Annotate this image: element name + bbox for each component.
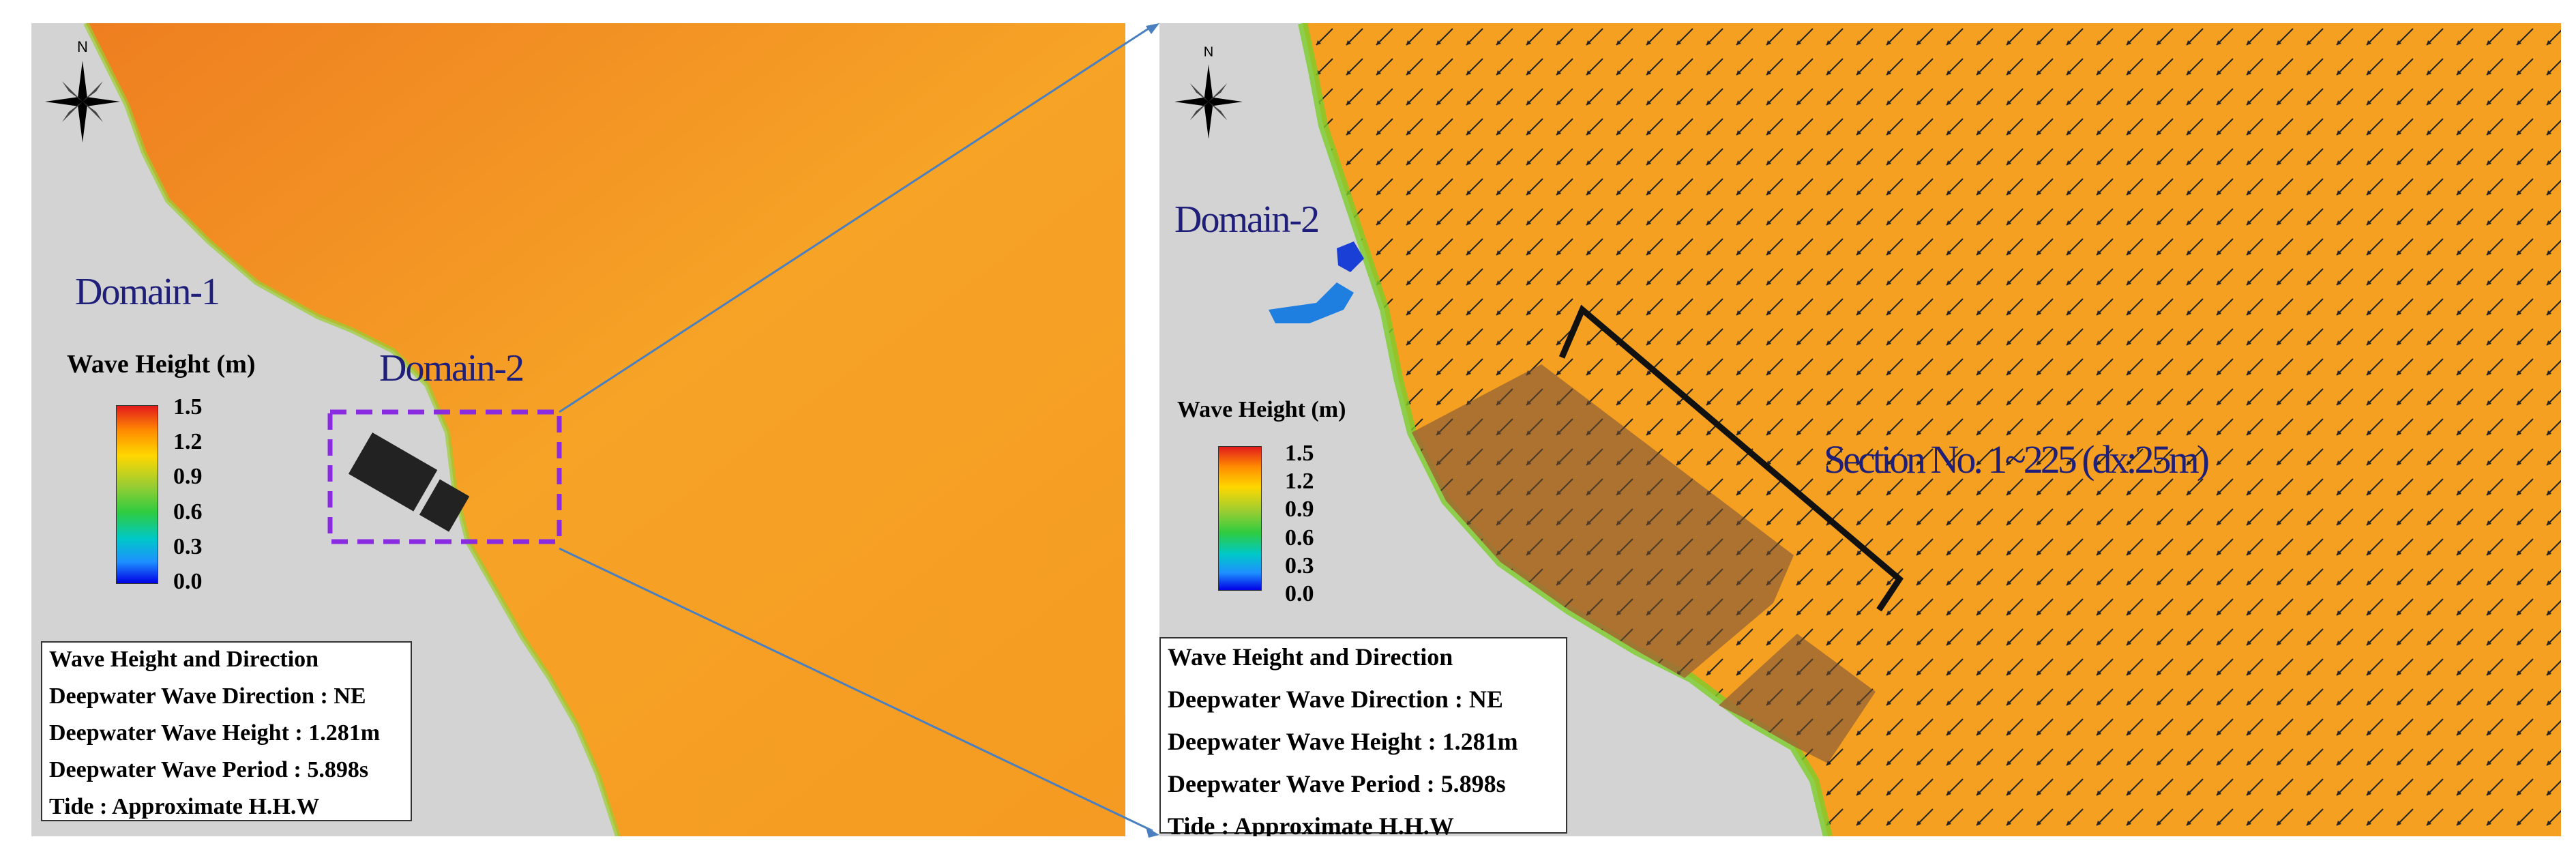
domain-2-inset-box (327, 409, 562, 544)
nearshore-grid-zone-2 (1719, 634, 1876, 763)
info-period: Deepwater Wave Period : 5.898s (1168, 770, 1506, 797)
zoom-line-bottom (559, 547, 1153, 832)
domain-2-harbor (1269, 241, 1364, 323)
legend-tick: 1.5 (1285, 441, 1314, 466)
wave-condition-info-box: Wave Height and Direction Deepwater Wave… (41, 641, 412, 821)
legend-title: Wave Height (m) (67, 350, 256, 379)
section-grid-marks (349, 432, 470, 532)
legend-title: Wave Height (m) (1177, 397, 1346, 422)
section-bracket (1558, 304, 1904, 612)
compass-rose-icon: N (1174, 45, 1243, 139)
compass-north-letter: N (1204, 45, 1213, 60)
nearshore-grid-zone-1 (1412, 364, 1794, 678)
info-direction: Deepwater Wave Direction : NE (49, 684, 366, 709)
legend-tick: 0.6 (173, 499, 203, 525)
domain-2-map-panel: N Domain-2 Section No. 1~225 (dx:25m) Wa… (1159, 23, 2561, 836)
domain-1-label: Domain-1 (75, 271, 220, 313)
info-period: Deepwater Wave Period : 5.898s (49, 757, 369, 782)
legend-ticks: 1.5 1.2 0.9 0.6 0.3 0.0 (173, 396, 203, 593)
section-range-label: Section No. 1~225 (dx:25m) (1824, 437, 2210, 482)
info-tide: Tide : Approximate H.H.W (1168, 812, 1454, 836)
legend-tick: 0.9 (1285, 497, 1314, 523)
legend-tick: 0.0 (1285, 581, 1314, 606)
legend-tick: 0.3 (1285, 553, 1314, 578)
info-title: Wave Height and Direction (49, 647, 319, 672)
legend-tick: 1.2 (1285, 469, 1314, 495)
legend-tick: 0.3 (173, 533, 203, 559)
legend-tick: 1.2 (173, 429, 203, 455)
domain-2-inset-label: Domain-2 (379, 347, 524, 390)
zoom-line-top (559, 25, 1153, 413)
legend-tick: 0.0 (173, 568, 203, 594)
legend-ticks: 1.5 1.2 0.9 0.6 0.3 0.0 (1285, 442, 1314, 606)
land-area (1159, 23, 1828, 836)
zoom-arrow-top (1146, 23, 1159, 34)
legend-color-bar (116, 405, 158, 584)
compass-north-letter: N (77, 38, 88, 55)
coast-fringe (83, 23, 621, 836)
info-title: Wave Height and Direction (1168, 643, 1453, 671)
zoom-arrow-bottom (1146, 827, 1159, 838)
domain-1-map-panel: N Domain-1 Domain-2 Wave Height (m) 1.5 … (31, 23, 1125, 836)
legend-color-bar (1218, 446, 1262, 591)
info-height: Deepwater Wave Height : 1.281m (49, 720, 381, 746)
legend-tick: 1.5 (173, 394, 203, 420)
compass-rose-icon: N (45, 38, 120, 143)
domain-2-label: Domain-2 (1174, 199, 1320, 241)
land-area (31, 23, 618, 836)
info-tide: Tide : Approximate H.H.W (49, 794, 320, 819)
info-direction: Deepwater Wave Direction : NE (1168, 686, 1503, 713)
wave-condition-info-box: Wave Height and Direction Deepwater Wave… (1159, 637, 1567, 836)
legend-tick: 0.9 (173, 464, 203, 490)
info-height: Deepwater Wave Height : 1.281m (1168, 728, 1518, 755)
legend-tick: 0.6 (1285, 525, 1314, 550)
